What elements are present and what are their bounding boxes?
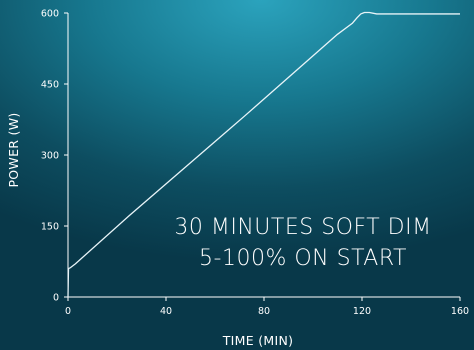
x-tick-label: 0	[65, 306, 71, 317]
x-tick-label: 40	[160, 306, 172, 317]
y-tick-label: 600	[41, 9, 59, 20]
y-tick-label: 150	[41, 222, 59, 233]
x-tick-label: 80	[258, 306, 270, 317]
ticks: 0 40 80 120 160 0 150 300 450 600	[41, 9, 469, 318]
x-axis-title: TIME (MIN)	[222, 333, 294, 348]
y-axis-title: POWER (W)	[6, 112, 21, 187]
y-tick-label: 300	[41, 151, 59, 162]
y-tick-label: 450	[41, 80, 59, 91]
y-tick-label: 0	[53, 293, 59, 304]
x-tick-label: 120	[353, 306, 371, 317]
power-series-line	[67, 11, 460, 298]
annotation-line-2: 5-100% ON START	[199, 246, 407, 271]
x-tick-label: 160	[451, 306, 469, 317]
annotation-line-1: 30 MINUTES SOFT DIM	[174, 215, 431, 240]
